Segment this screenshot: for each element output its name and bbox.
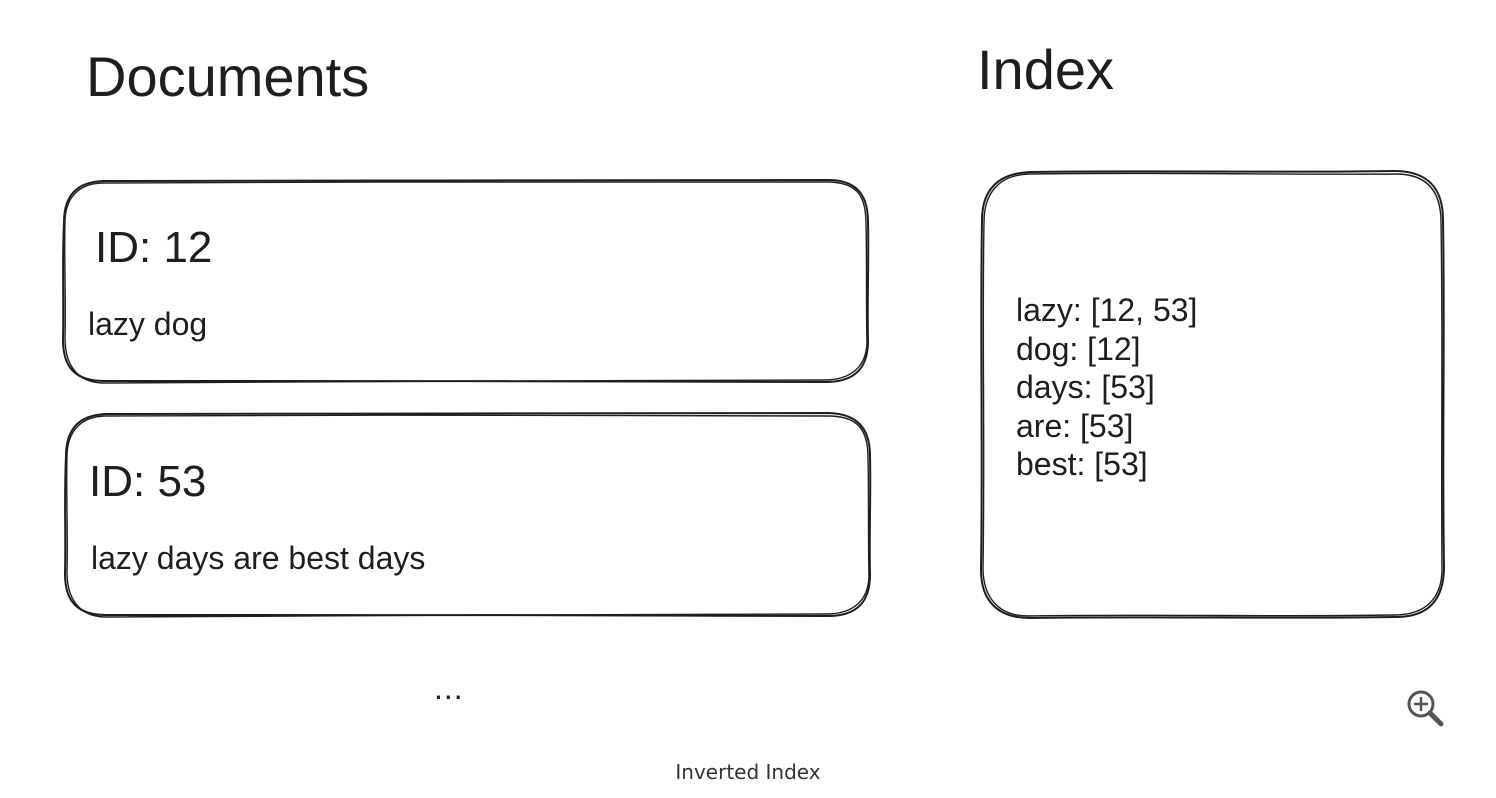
document-id-label: ID: 53 — [89, 457, 207, 506]
index-entry: dog: [12] — [1016, 330, 1141, 367]
index-entry: days: [53] — [1016, 369, 1155, 405]
document-box-12 — [62, 179, 870, 384]
figure-caption: Inverted Index — [675, 760, 821, 784]
zoom-in-button[interactable] — [1400, 684, 1450, 734]
index-entry: best: [53] — [1016, 446, 1148, 482]
index-box — [980, 170, 1445, 619]
more-documents-ellipsis: ... — [434, 670, 464, 706]
document-text: lazy dog — [88, 306, 208, 342]
document-text: lazy days are best days — [91, 540, 426, 576]
index-entry: lazy: [12, 53] — [1016, 292, 1198, 328]
index-heading: Index — [977, 38, 1114, 101]
documents-heading: Documents — [86, 45, 370, 108]
index-entry: are: [53] — [1016, 407, 1134, 444]
document-box-53 — [64, 412, 872, 618]
index-entry-list: lazy: [12, 53] dog: [12] days: [53] are:… — [1016, 291, 1197, 484]
magnifier-plus-icon — [1407, 690, 1444, 727]
document-id-label: ID: 12 — [95, 223, 213, 272]
